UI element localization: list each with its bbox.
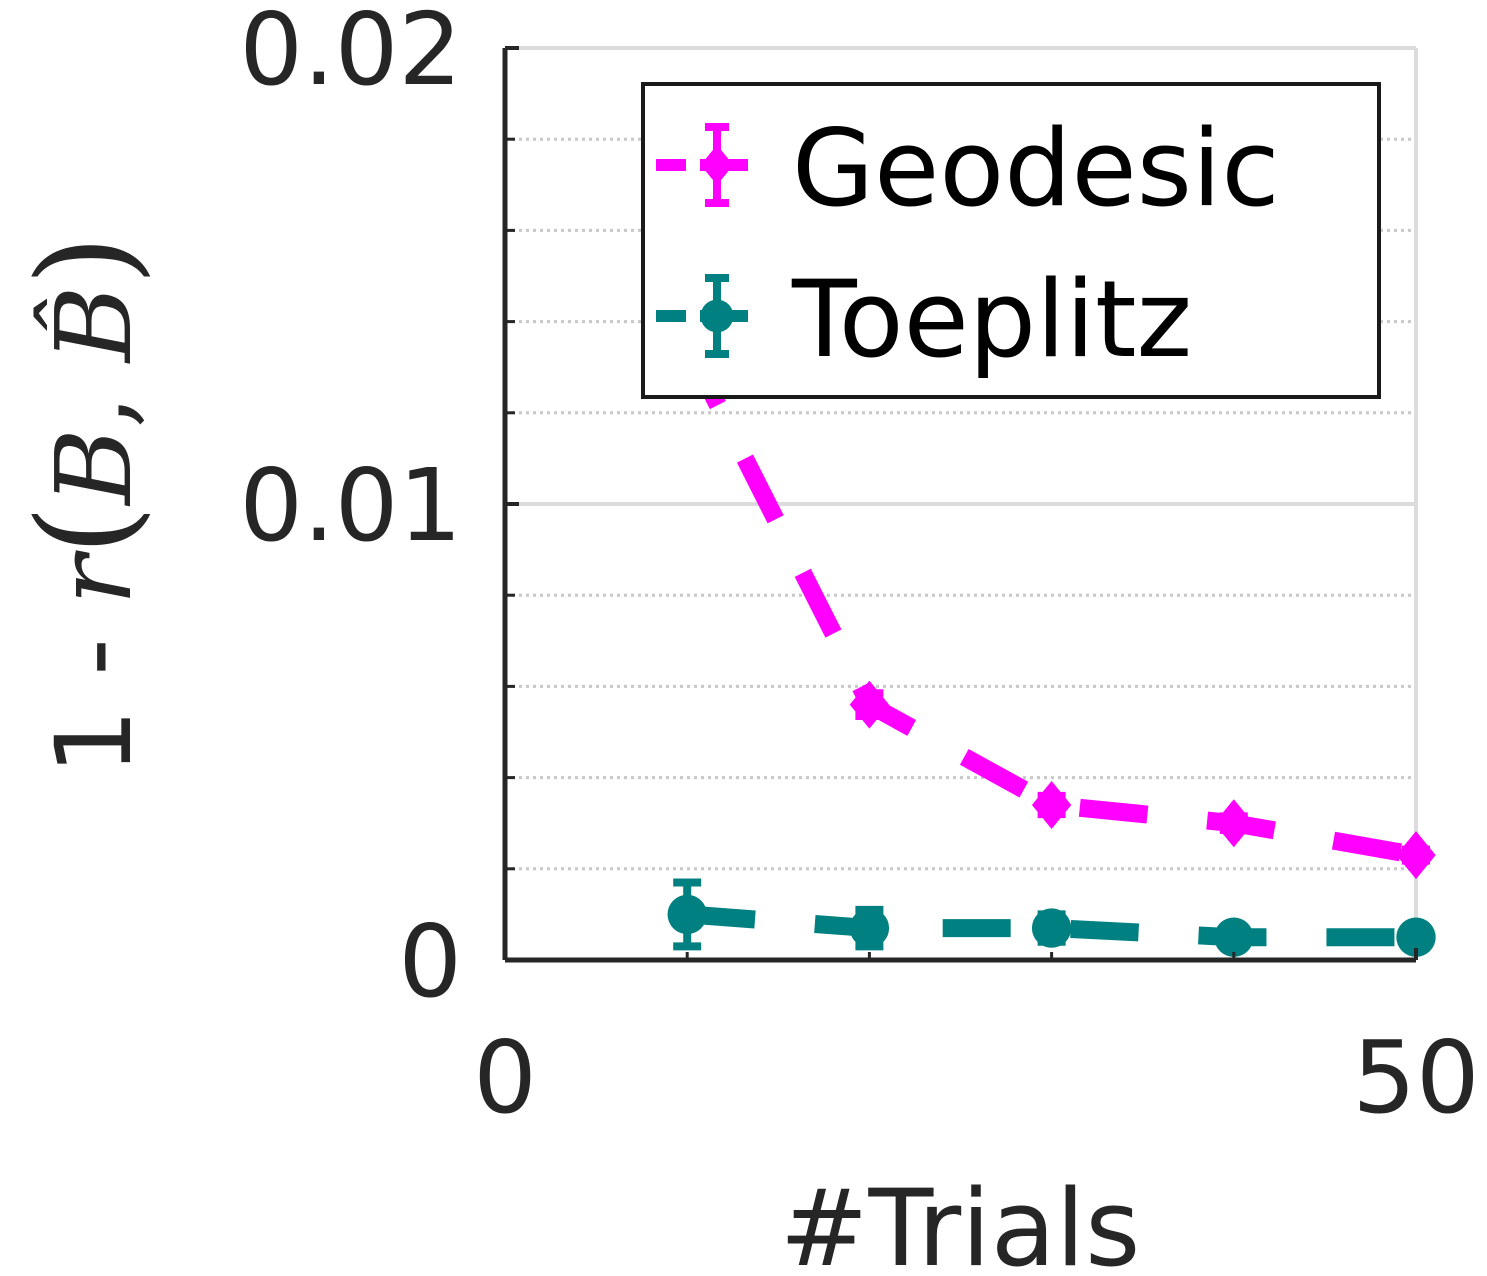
legend-entry-geodesic: Geodesic xyxy=(656,107,1280,230)
data-point xyxy=(849,680,890,729)
axes xyxy=(502,46,1418,963)
plot-series xyxy=(667,299,1436,957)
data-point xyxy=(1214,799,1254,848)
y-axis-label-comma: , xyxy=(33,362,155,428)
legend-label: Toeplitz xyxy=(791,258,1192,381)
y-tick-label: 0 xyxy=(398,903,462,1020)
data-point xyxy=(1396,917,1436,957)
legend-marker xyxy=(700,299,734,333)
y-axis-label-func: r xyxy=(33,550,155,605)
series-geodesic xyxy=(667,299,1436,880)
y-tick-label: 0.02 xyxy=(239,0,462,108)
y-axis-label-arg1: B xyxy=(33,428,155,506)
y-axis-label: 1 - r(B, B̂) xyxy=(9,235,161,775)
data-point xyxy=(667,894,707,935)
series-toeplitz xyxy=(667,878,1436,957)
data-point xyxy=(1031,908,1072,948)
data-point xyxy=(1396,831,1436,880)
data-point xyxy=(1031,780,1072,829)
data-point xyxy=(849,908,890,948)
x-tick-label: 50 xyxy=(1352,1019,1479,1136)
x-axis-label: #Trials xyxy=(780,1167,1141,1276)
x-tick-label: 0 xyxy=(473,1019,537,1136)
y-axis-label-prefix: 1 - xyxy=(33,605,155,775)
data-point xyxy=(1214,917,1254,957)
y-axis-label-arg2: B̂ xyxy=(32,286,155,364)
tick-labels: 0 0.01 0.02 0 50 xyxy=(239,0,1479,1136)
y-axis-label-close: ) xyxy=(9,235,161,286)
legend-label: Geodesic xyxy=(792,107,1280,230)
legend: Geodesic Toeplitz xyxy=(641,82,1381,399)
legend-box xyxy=(641,82,1381,399)
y-tick-label: 0.01 xyxy=(239,447,462,564)
y-axis-label-open: ( xyxy=(9,505,161,556)
legend-entry-toeplitz: Toeplitz xyxy=(656,258,1192,381)
series-line xyxy=(679,340,1418,864)
legend-marker xyxy=(700,145,734,185)
